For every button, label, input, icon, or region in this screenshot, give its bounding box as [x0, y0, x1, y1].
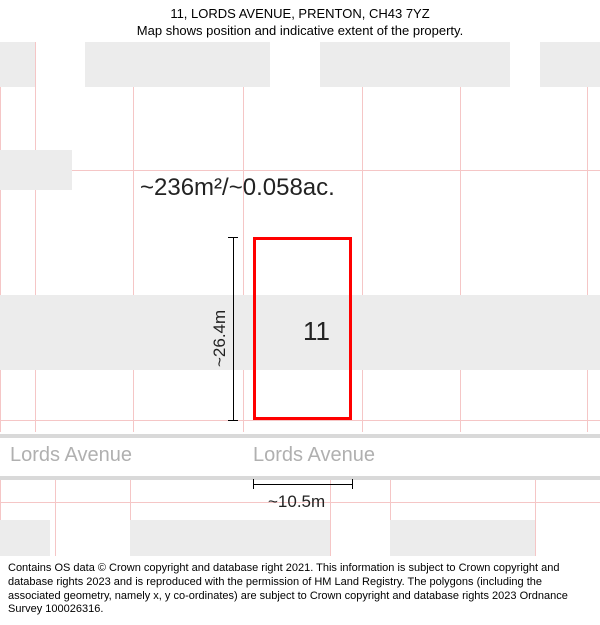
building-block: [540, 42, 600, 87]
dimension-cap: [228, 237, 238, 238]
street-name-label: Lords Avenue: [10, 444, 132, 467]
plot-boundary-line: [587, 42, 588, 432]
plot-boundary-line: [0, 420, 600, 421]
plot-boundary-line: [0, 170, 600, 171]
plot-boundary-line: [535, 480, 536, 560]
header: 11, LORDS AVENUE, PRENTON, CH43 7YZ Map …: [0, 0, 600, 42]
plot-boundary-line: [35, 42, 36, 432]
plot-boundary-line: [0, 42, 1, 432]
header-subtitle: Map shows position and indicative extent…: [10, 23, 590, 40]
header-title: 11, LORDS AVENUE, PRENTON, CH43 7YZ: [10, 6, 590, 23]
dimension-line-vertical: [233, 237, 234, 420]
street-name-label: Lords Avenue: [253, 444, 375, 467]
plot-boundary-line: [55, 480, 56, 560]
dimension-cap: [253, 479, 254, 489]
building-block: [0, 150, 72, 190]
dimension-cap: [352, 479, 353, 489]
dimension-label-height: ~26.4m: [210, 310, 230, 367]
plot-boundary-line: [330, 480, 331, 560]
building-block: [0, 42, 35, 87]
map-canvas: Lords Avenue Lords Avenue ~236m²/~0.058ac.…: [0, 42, 600, 552]
plot-boundary-line: [133, 42, 134, 432]
plot-boundary-line: [362, 42, 363, 432]
building-block: [85, 42, 270, 87]
dimension-cap: [228, 420, 238, 421]
plot-boundary-line: [460, 42, 461, 432]
dimension-label-width: ~10.5m: [268, 492, 325, 512]
building-block: [320, 42, 510, 87]
house-number-label: 11: [303, 316, 330, 347]
plot-boundary-line: [243, 42, 244, 432]
area-label: ~236m²/~0.058ac.: [140, 174, 335, 202]
footer-attribution: Contains OS data © Crown copyright and d…: [0, 556, 600, 625]
dimension-line-horizontal: [253, 484, 352, 485]
